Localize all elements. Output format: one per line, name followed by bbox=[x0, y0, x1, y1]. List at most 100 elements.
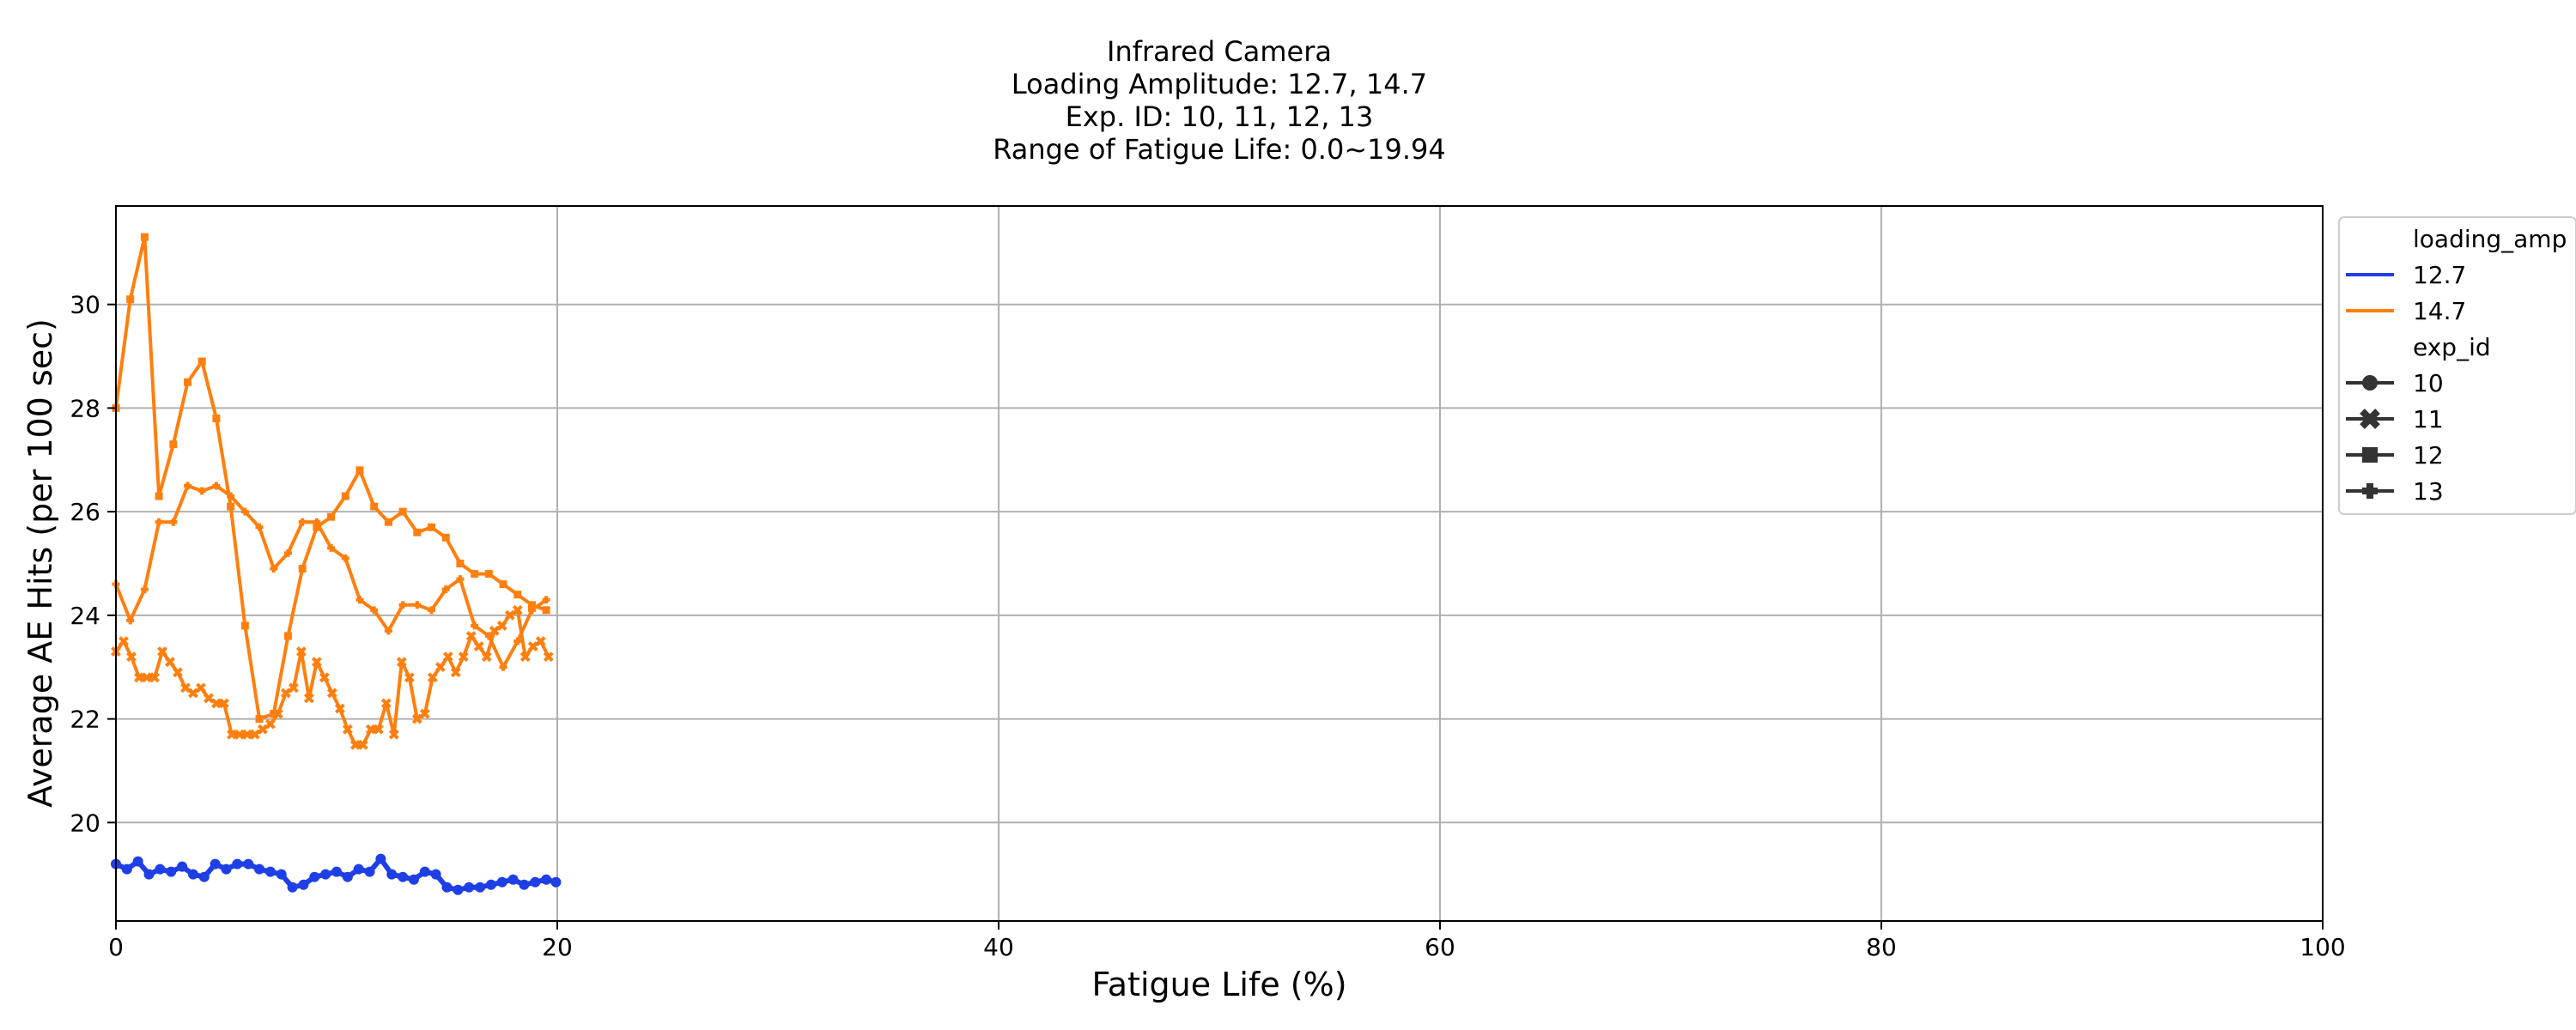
series-14-7-exp-11-point bbox=[311, 657, 322, 668]
series-14-7-exp-11 bbox=[111, 604, 554, 750]
x-axis-label: Fatigue Life (%) bbox=[1091, 966, 1346, 1003]
series-14-7-exp-11-point bbox=[226, 729, 237, 740]
series-14-7-exp-12-point bbox=[398, 507, 407, 516]
series-14-7-exp-11-point bbox=[196, 682, 206, 694]
series-14-7-exp-11-point bbox=[157, 646, 167, 657]
series-14-7-exp-13-point bbox=[471, 621, 479, 630]
series-12-7-point bbox=[464, 882, 475, 893]
series-12-7-point bbox=[177, 861, 188, 872]
series-14-7-exp-11-point bbox=[473, 641, 484, 652]
title-line-1: Infrared Camera bbox=[1107, 35, 1332, 68]
series-14-7-exp-12-point bbox=[227, 502, 235, 511]
series-14-7-exp-12-point bbox=[384, 518, 392, 526]
series-14-7-exp-12-point bbox=[140, 233, 149, 241]
series-14-7-exp-11-point bbox=[419, 708, 430, 719]
x-tick-label: 60 bbox=[1425, 933, 1455, 961]
series-14-7-exp-12-point bbox=[240, 621, 249, 630]
series-14-7-exp-12-point bbox=[126, 295, 135, 304]
series-14-7-exp-11-point bbox=[126, 651, 137, 663]
series-12-7-point bbox=[121, 863, 132, 875]
series-14-7-exp-11-point bbox=[434, 662, 446, 673]
legend-label-12-7: 12.7 bbox=[2413, 261, 2466, 289]
series-14-7-exp-11-point bbox=[527, 641, 538, 652]
x-tick-label: 0 bbox=[108, 933, 124, 961]
legend: loading_amp 12.7 14.7 exp_id 10 11 12 13 bbox=[2338, 216, 2576, 515]
series-14-7-exp-12-point bbox=[341, 492, 349, 500]
series-14-7-exp-12-point bbox=[527, 601, 536, 609]
series-14-7-exp-12-point bbox=[283, 632, 292, 640]
series-12-7-point bbox=[541, 874, 552, 885]
series-12-7-point bbox=[287, 882, 298, 893]
series-14-7-exp-11-point bbox=[535, 636, 546, 646]
series-14-7-exp-13-point bbox=[126, 616, 135, 625]
chart-title: Infrared Camera Loading Amplitude: 12.7,… bbox=[993, 35, 1446, 166]
y-tick-label: 20 bbox=[70, 809, 100, 837]
series-12-7-point bbox=[441, 882, 453, 893]
series-12-7-point bbox=[398, 871, 409, 882]
series-14-7-exp-11-point bbox=[188, 688, 198, 699]
series-14-7-exp-11-point bbox=[404, 672, 415, 683]
legend-marker-exp-11 bbox=[2360, 409, 2380, 429]
series-14-7-exp-11-point bbox=[365, 724, 376, 735]
series-14-7-exp-11-point bbox=[342, 724, 353, 735]
series-12-7-point bbox=[364, 866, 375, 877]
series-12-7-point bbox=[166, 866, 177, 877]
ticks: 0 20 40 60 80 100 20 22 24 26 28 30 bbox=[70, 291, 2345, 961]
series-12-7 bbox=[111, 853, 562, 895]
series-14-7-exp-11-point bbox=[373, 724, 384, 735]
series-12-7-point bbox=[232, 858, 243, 869]
series-14-7-exp-11-point bbox=[504, 609, 515, 621]
series-12-7-point bbox=[331, 866, 342, 877]
series-12-7-point bbox=[243, 858, 254, 869]
series-12-7-point bbox=[386, 869, 398, 880]
legend-label-exp-10: 10 bbox=[2413, 369, 2444, 397]
series-14-7-exp-13-point bbox=[413, 601, 422, 609]
series-14-7-exp-12-point bbox=[441, 533, 450, 542]
series-14-7-exp-13-point bbox=[140, 585, 149, 594]
title-line-3: Exp. ID: 10, 11, 12, 13 bbox=[1066, 100, 1374, 133]
series-14-7-exp-11-point bbox=[481, 651, 492, 663]
series-12-7-point bbox=[419, 866, 430, 877]
series-14-7-exp-13-point bbox=[184, 482, 192, 490]
series-14-7-exp-11-point bbox=[264, 718, 276, 730]
series-14-7-exp-11-point bbox=[319, 672, 330, 683]
series-14-7-exp-11-point bbox=[380, 698, 392, 709]
series-14-7-exp-11-point bbox=[149, 672, 160, 683]
series-14-7-exp-11-point bbox=[388, 729, 399, 740]
y-tick-label: 30 bbox=[70, 291, 100, 319]
series-14-7-exp-13-point bbox=[298, 518, 307, 526]
series-12-7-point bbox=[375, 853, 386, 864]
series-14-7-exp-12-point bbox=[456, 560, 465, 567]
series-14-7-exp-11-point bbox=[357, 739, 368, 750]
series-14-7-exp-12-point bbox=[270, 710, 278, 718]
series-14-7-exp-13-point bbox=[313, 518, 321, 526]
series-12-7-point bbox=[221, 863, 232, 875]
legend-label-exp-11: 11 bbox=[2413, 405, 2444, 433]
y-tick-label: 24 bbox=[70, 602, 100, 630]
legend-entries: loading_amp 12.7 14.7 exp_id 10 11 12 13 bbox=[2346, 225, 2567, 506]
series-14-7-exp-11-point bbox=[442, 651, 453, 663]
series-14-7-exp-13-point bbox=[428, 606, 436, 615]
series-14-7-exp-11-point bbox=[458, 651, 469, 663]
series-14-7-exp-11-point bbox=[303, 693, 314, 704]
series-14-7-exp-11-point bbox=[257, 724, 268, 735]
series-14-7-exp-13-point bbox=[456, 575, 465, 584]
series-12-7-point bbox=[342, 871, 353, 882]
series-14-7-exp-11-point bbox=[211, 698, 222, 709]
series-12-7-point bbox=[408, 874, 419, 885]
series-14-7-exp-11-point bbox=[496, 621, 507, 631]
series-14-7-exp-11-point bbox=[396, 657, 407, 668]
series-14-7-exp-11-point bbox=[489, 626, 500, 636]
legend-marker-exp-10 bbox=[2362, 375, 2378, 391]
series-14-7-exp-12-point bbox=[413, 528, 422, 536]
series-14-7-exp-11-point bbox=[288, 682, 299, 694]
series-12-7-point bbox=[198, 871, 210, 882]
series-12-7-point bbox=[276, 869, 287, 880]
series-12-7-point bbox=[353, 863, 364, 875]
series-14-7-exp-11-point bbox=[118, 636, 129, 646]
series-14-7-exp-12-point bbox=[255, 715, 264, 724]
x-tick-label: 40 bbox=[983, 933, 1014, 961]
series-14-7-exp-13 bbox=[112, 482, 550, 671]
series-12-7-point bbox=[475, 882, 486, 893]
